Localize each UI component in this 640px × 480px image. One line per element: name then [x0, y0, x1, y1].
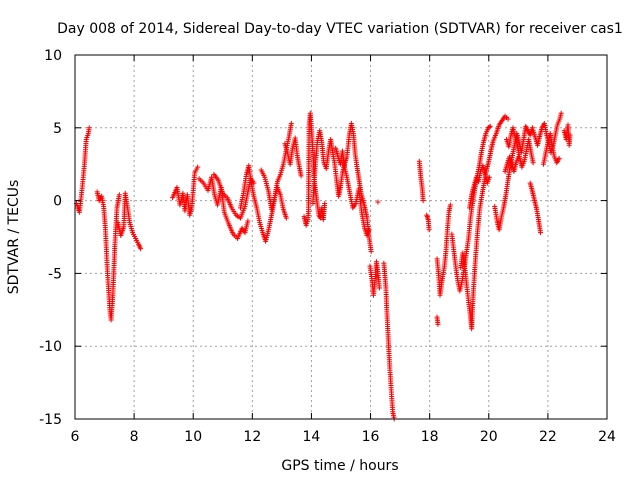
y-tick-label: -5 — [48, 266, 62, 282]
data-points — [73, 110, 573, 422]
data-point — [530, 125, 536, 131]
y-tick-label: -15 — [39, 412, 62, 428]
data-point — [366, 227, 372, 233]
data-point — [486, 124, 492, 130]
x-tick-label: 12 — [243, 429, 261, 445]
data-point — [116, 192, 122, 198]
x-tick-label: 18 — [421, 429, 439, 445]
data-point — [283, 215, 289, 221]
x-tick-label: 20 — [480, 429, 498, 445]
x-tick-label: 14 — [303, 429, 321, 445]
data-point — [515, 154, 521, 160]
chart-title: Day 008 of 2014, Sidereal Day-to-day VTE… — [57, 21, 623, 37]
data-point — [138, 246, 144, 252]
data-point — [420, 198, 426, 204]
data-point — [251, 180, 257, 186]
grid — [75, 55, 607, 419]
x-tick-label: 24 — [598, 429, 616, 445]
y-tick-label: 5 — [53, 121, 62, 137]
data-point — [288, 120, 294, 126]
x-axis-label: GPS time / hours — [281, 458, 398, 474]
data-point — [538, 230, 543, 236]
axis-ticks: 6 8 10 12 14 16 18 20 22 24 10 5 0 -5 -10 -15 — [39, 48, 616, 445]
data-point — [505, 116, 511, 122]
data-point — [426, 227, 432, 233]
data-point — [556, 155, 562, 161]
plot-frame — [74, 54, 608, 420]
y-tick-label: -10 — [39, 339, 62, 355]
data-point — [245, 218, 251, 224]
y-axis-label: SDTVAR / TECUs — [6, 180, 22, 295]
data-point — [567, 132, 573, 138]
y-tick-label: 0 — [53, 194, 62, 210]
data-point — [447, 202, 453, 208]
y-tick-label: 10 — [44, 48, 62, 64]
data-point — [322, 201, 328, 207]
data-point — [368, 249, 374, 255]
data-point — [86, 125, 92, 131]
data-point — [376, 285, 382, 291]
data-point — [195, 164, 201, 170]
x-tick-label: 6 — [71, 429, 80, 445]
data-point — [298, 173, 304, 179]
x-tick-label: 16 — [362, 429, 380, 445]
data-point — [375, 199, 381, 205]
data-point — [486, 174, 492, 180]
x-tick-label: 10 — [184, 429, 202, 445]
data-point — [530, 160, 536, 166]
data-point — [487, 123, 493, 129]
data-point — [558, 110, 564, 116]
x-tick-label: 8 — [130, 429, 139, 445]
x-tick-label: 22 — [539, 429, 557, 445]
data-point — [435, 321, 441, 327]
